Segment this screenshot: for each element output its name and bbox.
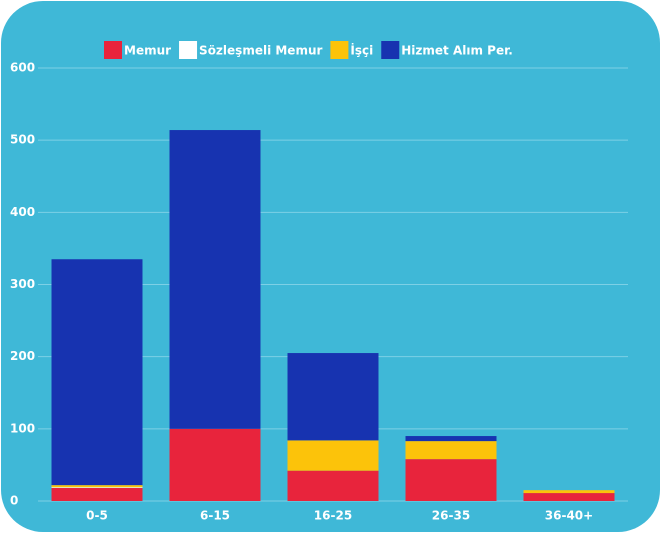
bar-segment [51, 485, 143, 488]
y-tick-label: 0 [10, 494, 18, 508]
bar-segment [51, 487, 143, 489]
legend-swatch [104, 41, 122, 59]
y-tick-label: 400 [10, 205, 35, 219]
x-tick-label: 36-40+ [545, 509, 593, 523]
legend-label: Sözleşmeli Memur [199, 44, 322, 58]
bar-segment [51, 259, 143, 486]
legend-label: İşçi [350, 43, 373, 58]
bar-segment [287, 470, 379, 501]
bar-segment [287, 440, 379, 471]
legend-swatch [179, 41, 198, 59]
bar-segment [169, 130, 261, 429]
y-tick-label: 200 [10, 349, 35, 363]
bar-segment [405, 441, 497, 460]
legend-swatch [330, 41, 349, 59]
bar-segment [287, 353, 379, 441]
legend-label: Memur [124, 44, 171, 58]
bar-segment [51, 488, 143, 501]
y-tick-label: 600 [10, 61, 35, 75]
bar-segment [405, 459, 497, 501]
bar-segment [523, 490, 615, 494]
y-tick-label: 500 [10, 133, 35, 147]
bar-segment [169, 428, 261, 501]
x-tick-label: 26-35 [432, 509, 470, 523]
legend-label: Hizmet Alım Per. [401, 44, 513, 58]
bar-segment [523, 493, 615, 501]
y-tick-label: 100 [10, 421, 35, 435]
x-tick-label: 0-5 [86, 509, 108, 523]
y-tick-label: 300 [10, 277, 35, 291]
x-tick-label: 16-25 [314, 509, 352, 523]
bar-segment [405, 436, 497, 442]
legend-swatch [381, 41, 400, 59]
x-tick-label: 6-15 [200, 509, 230, 523]
